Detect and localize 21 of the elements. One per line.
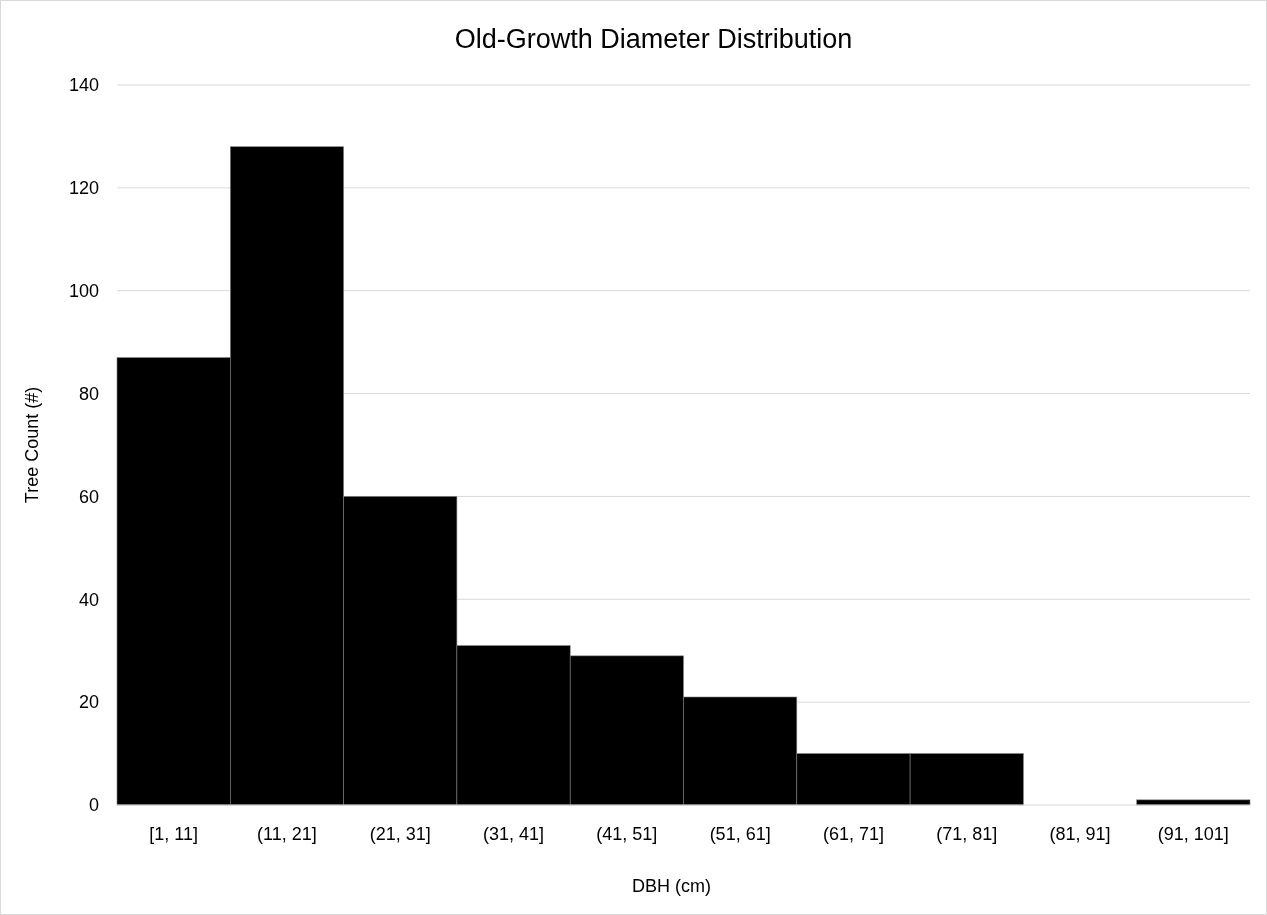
y-tick-label: 80 [78,383,99,404]
y-tick-label: 20 [78,692,99,713]
y-tick-label: 60 [78,486,99,507]
x-tick-label: (81, 91] [1049,824,1111,844]
y-tick-label: 140 [68,75,99,96]
y-tick-label: 100 [68,281,99,302]
x-tick-label: (21, 31] [369,824,431,844]
x-tick-label: (71, 81] [936,824,998,844]
chart-title: Old-Growth Diameter Distribution [454,24,853,54]
x-tick-label: (51, 61] [709,824,771,844]
y-tick-label: 120 [68,178,99,199]
y-tick-label: 0 [88,795,99,816]
x-tick-label: [1, 11] [149,824,198,844]
x-tick-label: (11, 21] [257,824,317,844]
x-tick-label: (41, 51] [596,824,658,844]
y-tick-label: 40 [78,589,99,610]
x-axis-title: DBH (cm) [632,876,711,896]
x-tick-label: (61, 71] [822,824,884,844]
y-axis-title: Tree Count (#) [22,386,42,504]
x-tick-label: (91, 101] [1157,824,1229,844]
x-tick-label: (31, 41] [483,824,545,844]
